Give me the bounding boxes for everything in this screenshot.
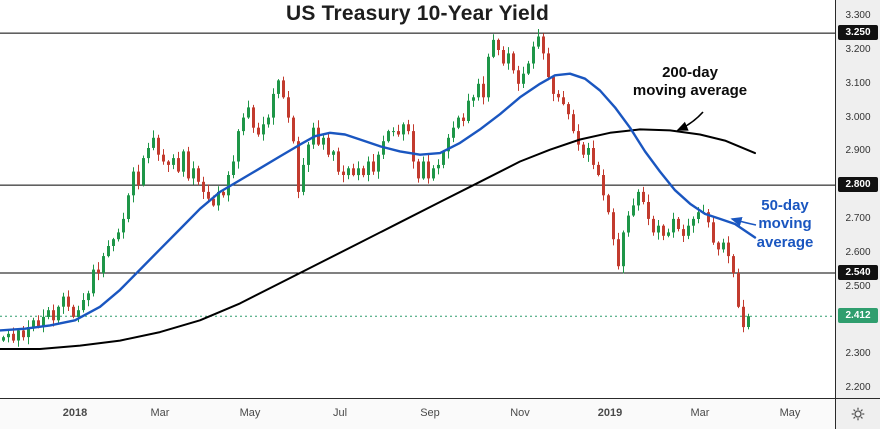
y-tick-label: 3.200 (845, 44, 871, 55)
price-level-badge: 2.540 (838, 264, 878, 280)
price-level-badge: 2.800 (838, 177, 878, 193)
x-tick-label: Mar (690, 407, 710, 419)
x-tick-label: Mar (150, 407, 170, 419)
y-axis[interactable]: 3.300 3.200 3.100 3.000 2.900 2.700 2.600 2.500… (835, 0, 880, 398)
y-tick-label: 3.000 (845, 111, 871, 123)
x-tick-label: 2019 (597, 407, 623, 419)
x-axis[interactable]: 2018 Mar May Jul Sep Nov 2019 Mar May (0, 398, 835, 429)
y-tick-label: 2.900 (845, 145, 871, 157)
y-tick-label: 2.200 (845, 381, 871, 393)
y-tick-label: 2.700 (845, 212, 871, 224)
gear-icon (851, 407, 865, 421)
x-tick-label: May (779, 407, 801, 419)
x-tick-label: Jul (332, 407, 348, 419)
y-tick-label: 3.300 (845, 10, 871, 22)
axis-settings-button[interactable] (835, 398, 880, 429)
price-chart-svg[interactable] (0, 0, 835, 398)
y-tick-label: 3.100 (845, 77, 871, 89)
x-tick-label: Sep (420, 407, 440, 419)
x-tick-label: May (239, 407, 261, 419)
y-tick-label: 2.500 (845, 280, 871, 292)
current-price-badge: 2.412 (838, 308, 878, 324)
y-tick-label: 2.600 (845, 246, 871, 258)
x-tick-label: Nov (510, 407, 530, 419)
y-tick-label: 2.300 (845, 348, 871, 360)
x-tick-label: 2018 (62, 407, 88, 419)
price-level-badge: 3.250 (838, 25, 878, 41)
